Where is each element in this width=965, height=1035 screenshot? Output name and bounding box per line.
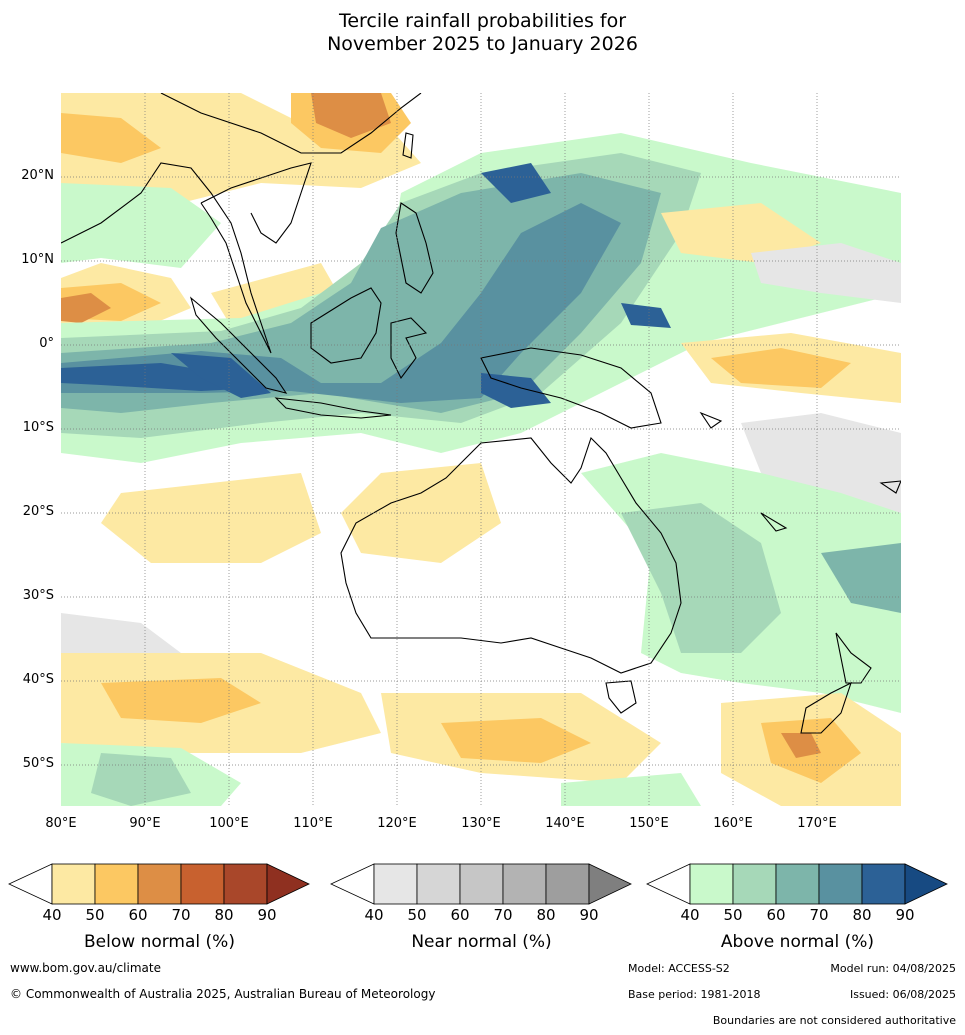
lon-label-90e: 90°E [129, 816, 161, 831]
rainfall-probability-map [61, 93, 901, 806]
lat-label-20n: 20°N [21, 168, 54, 183]
near-tick-70: 70 [493, 906, 513, 924]
colorbar-near-normal [330, 863, 632, 905]
near-tick-60: 60 [450, 906, 470, 924]
above-normal-title: Above normal (%) [720, 932, 875, 952]
chart-title: Tercile rainfall probabilities for Novem… [0, 10, 965, 56]
lat-label-0: 0° [39, 336, 54, 351]
below-tick-80: 80 [214, 906, 234, 924]
below-tick-40: 40 [42, 906, 62, 924]
lat-label-10s: 10°S [22, 420, 54, 435]
lon-label-170e: 170°E [797, 816, 837, 831]
lon-label-110e: 110°E [293, 816, 333, 831]
lat-label-10n: 10°N [21, 252, 54, 267]
lon-label-120e: 120°E [377, 816, 417, 831]
colorbar-above-normal [646, 863, 948, 905]
lat-label-20s: 20°S [22, 504, 54, 519]
lon-label-100e: 100°E [209, 816, 249, 831]
base-period: Base period: 1981-2018 [628, 988, 761, 1001]
model-name: Model: ACCESS-S2 [628, 962, 730, 975]
lon-label-160e: 160°E [713, 816, 753, 831]
below-tick-70: 70 [171, 906, 191, 924]
near-tick-50: 50 [407, 906, 427, 924]
lon-label-130e: 130°E [461, 816, 501, 831]
above-tick-90: 90 [895, 906, 915, 924]
below-tick-90: 90 [257, 906, 277, 924]
model-run-date: Model run: 04/08/2025 [830, 962, 956, 975]
copyright-text: © Commonwealth of Australia 2025, Austra… [10, 987, 436, 1001]
near-tick-90: 90 [579, 906, 599, 924]
above-tick-60: 60 [766, 906, 786, 924]
below-tick-50: 50 [85, 906, 105, 924]
issued-date: Issued: 06/08/2025 [849, 988, 956, 1001]
near-tick-80: 80 [536, 906, 556, 924]
colorbar-below-normal [8, 863, 310, 905]
above-tick-80: 80 [852, 906, 872, 924]
lon-label-150e: 150°E [629, 816, 669, 831]
near-normal-title: Near normal (%) [411, 932, 552, 952]
below-tick-60: 60 [128, 906, 148, 924]
lon-label-140e: 140°E [545, 816, 585, 831]
gridlines [61, 93, 901, 806]
above-tick-40: 40 [680, 906, 700, 924]
lat-label-50s: 50°S [22, 756, 54, 771]
lon-label-80e: 80°E [45, 816, 77, 831]
lat-label-40s: 40°S [22, 672, 54, 687]
map-canvas [61, 93, 901, 806]
above-tick-70: 70 [809, 906, 829, 924]
boundary-disclaimer: Boundaries are not considered authoritat… [712, 1014, 956, 1027]
title-line-2: November 2025 to January 2026 [327, 33, 638, 55]
below-normal-title: Below normal (%) [84, 932, 235, 952]
title-line-1: Tercile rainfall probabilities for [338, 10, 627, 32]
lat-label-30s: 30°S [22, 588, 54, 603]
coastlines [61, 93, 901, 734]
above-tick-50: 50 [723, 906, 743, 924]
website-link[interactable]: www.bom.gov.au/climate [10, 961, 161, 975]
near-tick-40: 40 [364, 906, 384, 924]
